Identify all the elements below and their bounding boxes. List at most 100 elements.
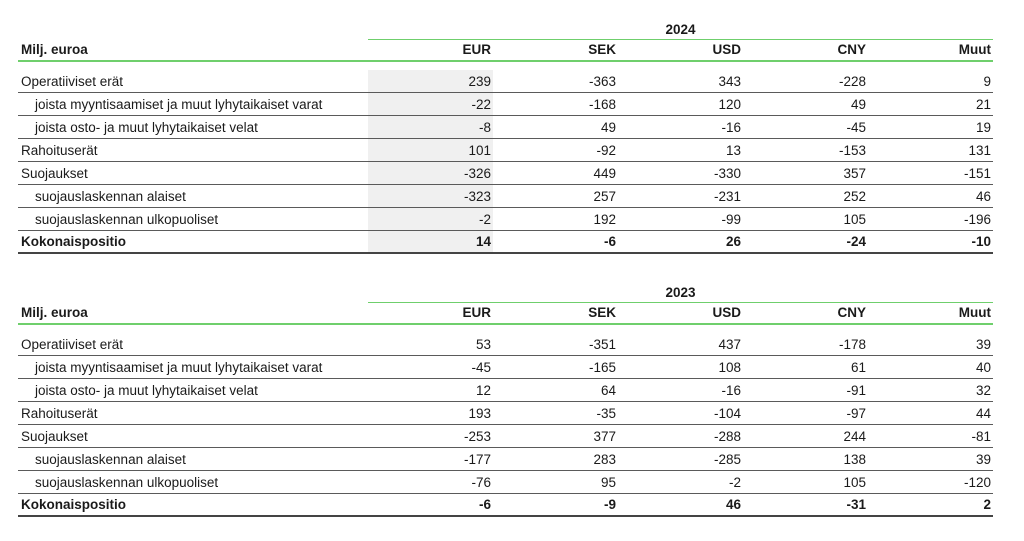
- table-row: Operatiiviset erät 239 -363 343 -228 9: [18, 70, 993, 93]
- cell-muut: -196: [963, 211, 991, 227]
- year-label: 2024: [665, 22, 696, 37]
- cell-usd: -2: [728, 474, 741, 490]
- cell-cny: 244: [843, 428, 866, 444]
- cell-cny: 105: [843, 474, 866, 490]
- table-row: suojauslaskennan alaiset -177 283 -285 138 39: [18, 448, 993, 471]
- table-row: Suojaukset -253 377 -288 244 -81: [18, 425, 993, 448]
- table-2023: 2023 Milj. euroa EUR SEK USD CNY Muut Op…: [18, 281, 993, 517]
- cell-cny: 252: [843, 188, 866, 204]
- cell-sek: 377: [593, 428, 616, 444]
- cell-eur: 53: [475, 336, 491, 352]
- cell-sek: 283: [593, 451, 616, 467]
- cell-usd: 46: [725, 497, 741, 512]
- cell-sek: 95: [600, 474, 616, 490]
- cell-eur: 14: [368, 231, 493, 252]
- cell-usd: -231: [713, 188, 741, 204]
- column-header-row: Milj. euroa EUR SEK USD CNY Muut: [18, 40, 993, 62]
- column-header-sek: SEK: [588, 42, 616, 57]
- year-header-row: 2024: [18, 18, 993, 40]
- row-label: suojauslaskennan ulkopuoliset: [35, 474, 219, 490]
- table-row: suojauslaskennan ulkopuoliset -2 192 -99 105…: [18, 208, 993, 231]
- cell-muut: -81: [971, 428, 991, 444]
- row-label: Rahoituserät: [21, 405, 98, 421]
- cell-muut: 39: [975, 336, 991, 352]
- cell-usd: -16: [721, 119, 741, 135]
- row-label: Suojaukset: [21, 165, 88, 181]
- cell-sek: -168: [588, 96, 616, 112]
- cell-usd: 120: [718, 96, 741, 112]
- cell-sek: 64: [600, 382, 616, 398]
- table-body: Operatiiviset erät 53 -351 437 -178 39 joista …: [18, 333, 993, 517]
- cell-cny: -24: [846, 234, 866, 249]
- table-row: Rahoituserät 101 -92 13 -153 131: [18, 139, 993, 162]
- cell-sek: 192: [593, 211, 616, 227]
- cell-muut: 9: [983, 73, 991, 89]
- cell-usd: 26: [725, 234, 741, 249]
- table-row: suojauslaskennan alaiset -323 257 -231 252 46: [18, 185, 993, 208]
- table-row: joista osto- ja muut lyhytaikaiset velat…: [18, 379, 993, 402]
- total-row: Kokonaispositio 14 -6 26 -24 -10: [18, 231, 993, 254]
- cell-eur: -45: [471, 359, 491, 375]
- cell-usd: -330: [713, 165, 741, 181]
- cell-muut: 40: [975, 359, 991, 375]
- cell-sek: -351: [588, 336, 616, 352]
- row-label: suojauslaskennan ulkopuoliset: [35, 211, 219, 227]
- cell-sek: -6: [603, 234, 616, 249]
- cell-usd: -288: [713, 428, 741, 444]
- year-header-row: 2023: [18, 281, 993, 303]
- cell-eur: -8: [368, 116, 493, 138]
- cell-eur: -253: [463, 428, 491, 444]
- cell-eur: -326: [368, 162, 493, 184]
- cell-usd: 343: [718, 73, 741, 89]
- cell-muut: -151: [963, 165, 991, 181]
- row-label: Operatiiviset erät: [21, 73, 124, 89]
- table-row: Suojaukset -326 449 -330 357 -151: [18, 162, 993, 185]
- column-header-cny: CNY: [837, 42, 866, 57]
- column-header-eur: EUR: [462, 42, 491, 57]
- cell-usd: -104: [713, 405, 741, 421]
- cell-cny: 357: [843, 165, 866, 181]
- cell-muut: 2: [983, 497, 991, 512]
- table-row: joista myyntisaamiset ja muut lyhytaikai…: [18, 356, 993, 379]
- table-row: suojauslaskennan ulkopuoliset -76 95 -2 105 -…: [18, 471, 993, 494]
- cell-eur: -6: [478, 497, 491, 512]
- table-body: Operatiiviset erät 239 -363 343 -228 9 joista …: [18, 70, 993, 254]
- cell-muut: 39: [975, 451, 991, 467]
- cell-usd: -16: [721, 382, 741, 398]
- row-label: Suojaukset: [21, 428, 88, 444]
- table-2024: 2024 Milj. euroa EUR SEK USD CNY Muut Op…: [18, 18, 993, 254]
- column-header-usd: USD: [712, 305, 741, 320]
- row-label: joista myyntisaamiset ja muut lyhytaikai…: [35, 359, 323, 375]
- cell-eur: -76: [471, 474, 491, 490]
- row-label: suojauslaskennan alaiset: [35, 451, 186, 467]
- year-underline: [368, 39, 993, 40]
- row-label: Rahoituserät: [21, 142, 98, 158]
- cell-cny: -31: [846, 497, 866, 512]
- table-row: joista myyntisaamiset ja muut lyhytaikai…: [18, 93, 993, 116]
- year-underline: [368, 302, 993, 303]
- row-label: Kokonaispositio: [21, 497, 127, 512]
- column-header-usd: USD: [712, 42, 741, 57]
- year-label: 2023: [665, 285, 696, 300]
- cell-cny: -97: [846, 405, 866, 421]
- cell-muut: -120: [963, 474, 991, 490]
- cell-cny: 105: [843, 211, 866, 227]
- cell-muut: 21: [975, 96, 991, 112]
- cell-sek: 49: [600, 119, 616, 135]
- column-header-muut: Muut: [958, 42, 991, 57]
- cell-sek: 257: [593, 188, 616, 204]
- cell-sek: 449: [593, 165, 616, 181]
- cell-usd: 108: [718, 359, 741, 375]
- table-row: Rahoituserät 193 -35 -104 -97 44: [18, 402, 993, 425]
- cell-cny: -91: [846, 382, 866, 398]
- cell-muut: 44: [975, 405, 991, 421]
- cell-eur: -177: [463, 451, 491, 467]
- row-label: suojauslaskennan alaiset: [35, 188, 186, 204]
- row-label: joista myyntisaamiset ja muut lyhytaikai…: [35, 96, 323, 112]
- cell-cny: -178: [838, 336, 866, 352]
- unit-label: Milj. euroa: [21, 305, 88, 320]
- cell-cny: -45: [846, 119, 866, 135]
- cell-usd: 13: [725, 142, 741, 158]
- cell-muut: 46: [975, 188, 991, 204]
- column-header-row: Milj. euroa EUR SEK USD CNY Muut: [18, 303, 993, 325]
